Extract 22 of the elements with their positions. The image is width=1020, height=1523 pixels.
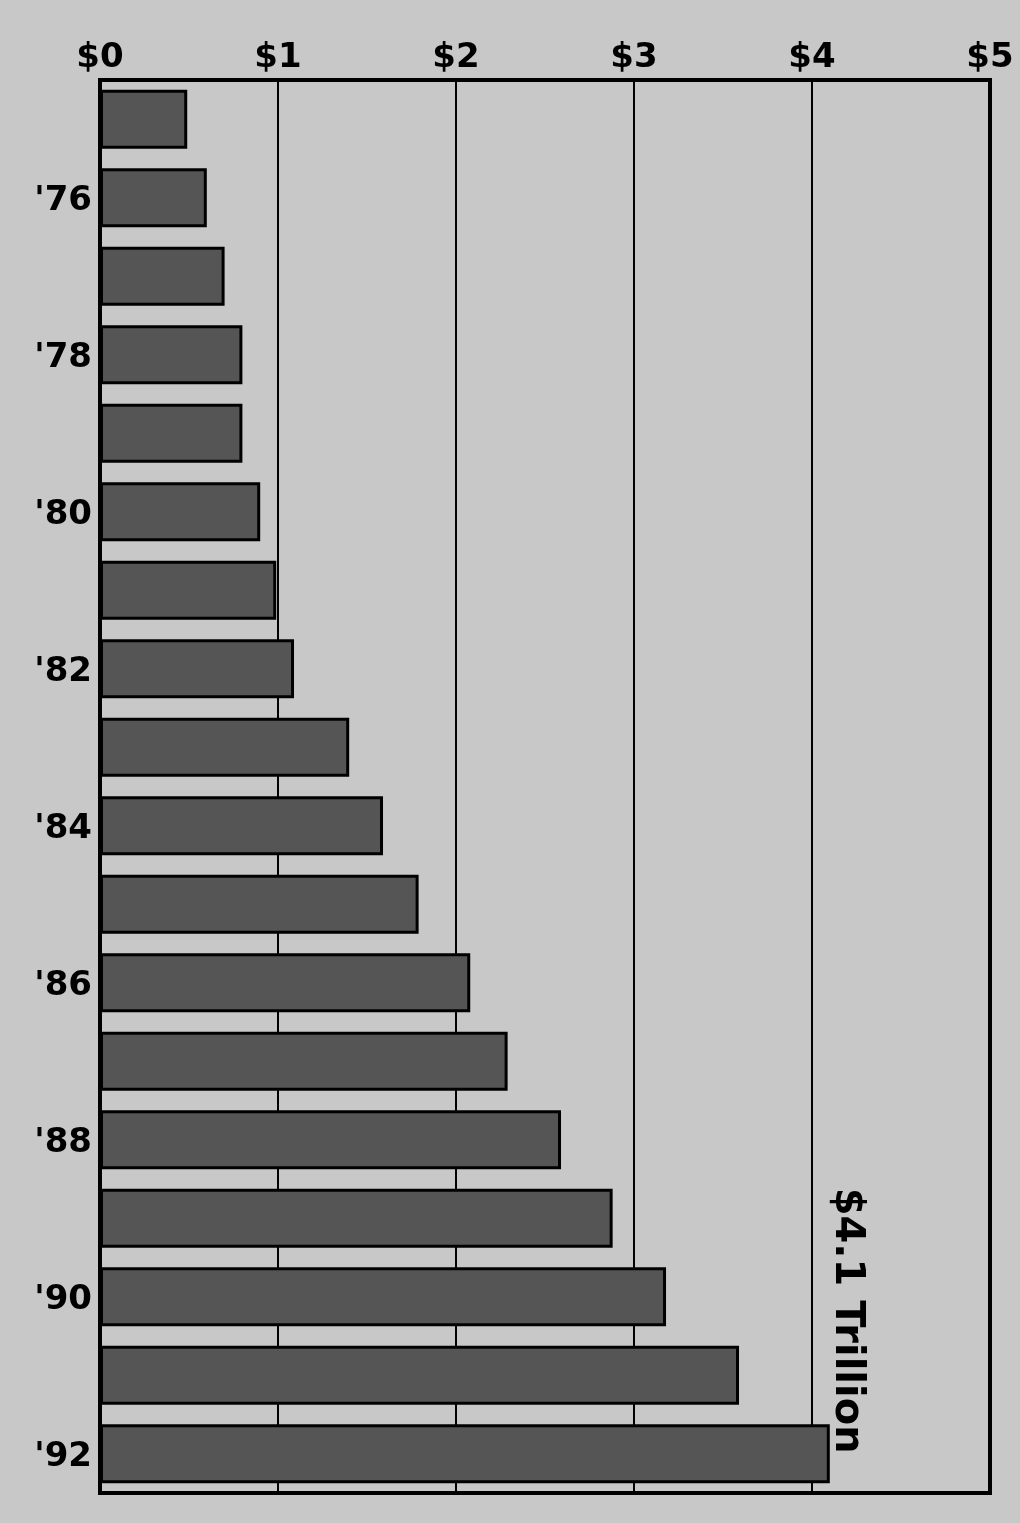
x-tick-label: $3 <box>610 35 658 75</box>
y-tick-label: '90 <box>34 1276 92 1317</box>
y-tick-label: '76 <box>34 177 92 218</box>
bar <box>100 325 243 385</box>
y-tick-label: '82 <box>34 648 92 689</box>
x-tick-label: $4 <box>788 35 836 75</box>
y-tick-label: '92 <box>34 1433 92 1474</box>
bar <box>100 246 225 306</box>
bar <box>100 403 243 463</box>
y-tick-label: '84 <box>34 805 92 846</box>
bar <box>100 482 261 542</box>
x-tick-label: $5 <box>966 35 1014 75</box>
x-tick-label: $0 <box>76 35 124 75</box>
bar <box>100 168 207 228</box>
y-tick-label: '88 <box>34 1119 92 1160</box>
y-tick-label: '86 <box>34 962 92 1003</box>
x-tick-label: $2 <box>432 35 480 75</box>
annotation: $4.1 Trillion <box>826 1187 873 1454</box>
bar <box>100 89 188 149</box>
y-tick-label: '78 <box>34 334 92 375</box>
x-tick-label: $1 <box>254 35 302 75</box>
y-tick-label: '80 <box>34 491 92 532</box>
